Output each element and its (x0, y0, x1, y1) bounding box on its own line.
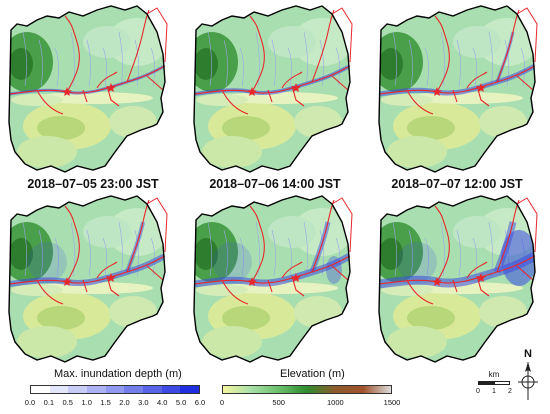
scale-tick-1: 1 (492, 388, 496, 395)
caption-1: 2018–07–05 23:00 JST (27, 177, 159, 191)
inundation-swatch (49, 386, 69, 393)
inundation-swatch (105, 386, 125, 393)
inundation-tick-label: 2.0 (119, 398, 130, 407)
scale-bar (478, 381, 510, 385)
inundation-swatch (31, 386, 50, 393)
map-panel-1 (7, 2, 173, 174)
elevation-legend-title: Elevation (m) (280, 368, 345, 380)
elevation-tick-label: 0 (219, 398, 225, 407)
elevation-tick-label: 1000 (326, 398, 344, 407)
inundation-tick-label: 1.0 (81, 398, 92, 407)
inundation-tick-label: 0.1 (43, 398, 55, 407)
inundation-swatch (87, 386, 106, 393)
inundation-swatch (161, 386, 181, 393)
inundation-tick-label: 1.5 (100, 398, 111, 407)
caption-2: 2018–07–06 14:00 JST (209, 177, 341, 191)
inundation-tick-label: 0.5 (62, 398, 73, 407)
scale-tick-2: 2 (508, 388, 512, 395)
caption-3: 2018–07–07 12:00 JST (391, 177, 523, 191)
scale-bar-unit: km (488, 370, 500, 379)
north-arrow-icon (518, 362, 538, 400)
inundation-swatch (180, 386, 200, 393)
map-panel-5 (192, 192, 358, 364)
inundation-tick-label: 6.0 (194, 398, 206, 407)
elevation-tick-label: 1500 (383, 398, 401, 407)
elevation-tick-label: 500 (272, 398, 285, 407)
inundation-tick-label: 4.0 (157, 398, 168, 407)
inundation-swatch (68, 386, 88, 393)
map-panel-4 (7, 192, 173, 364)
inundation-tick-label: 0.0 (24, 398, 36, 407)
map-panel-2 (192, 2, 358, 174)
scale-tick-0: 0 (476, 388, 480, 395)
inundation-tick-label: 5.0 (175, 398, 187, 407)
north-label: N (524, 348, 532, 360)
map-panel-3 (377, 2, 543, 174)
inundation-legend-title: Max. inundation depth (m) (54, 368, 182, 380)
elevation-color-bar (222, 385, 392, 394)
inundation-swatch (124, 386, 144, 393)
inundation-tick-label: 3.0 (138, 398, 149, 407)
inundation-color-bar (30, 385, 200, 394)
map-panel-6 (377, 192, 543, 364)
inundation-swatch (143, 386, 162, 393)
